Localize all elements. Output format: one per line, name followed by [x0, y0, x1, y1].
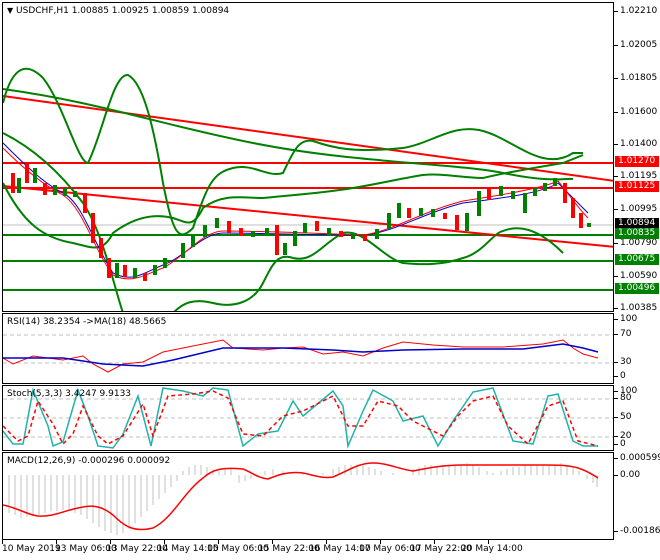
- level-label-1.00835: 1.00835: [615, 228, 659, 239]
- level-label-1.01270: 1.01270: [615, 156, 659, 167]
- level-label-1.00675: 1.00675: [615, 254, 659, 265]
- price-tick: 1.01400: [614, 138, 660, 150]
- rsi-title: RSI(14) 38.2354 ->MA(18) 48.5665: [7, 317, 167, 327]
- stochastic-panel[interactable]: Stoch(5,3,3) 3.4247 9.9133: [2, 385, 614, 451]
- level-label-1.00496: 1.00496: [615, 283, 659, 294]
- macd-canvas: [3, 462, 599, 535]
- price-tick: 1.02005: [614, 39, 660, 51]
- macd-histogram: [8, 463, 598, 535]
- trendline-lower: [3, 185, 613, 248]
- trendline-upper: [3, 95, 613, 182]
- macd-panel[interactable]: MACD(12,26,9) -0.000296 0.000092: [2, 452, 614, 540]
- stoch-canvas: [3, 387, 613, 449]
- candlesticks: [11, 163, 591, 281]
- price-tick: 1.00790: [614, 237, 660, 249]
- price-tick: 1.01195: [614, 170, 660, 182]
- rsi-panel[interactable]: RSI(14) 38.2354 ->MA(18) 48.5665: [2, 313, 614, 384]
- stoch-axis: 100 80 50 20 0: [614, 385, 660, 451]
- stoch-title: Stoch(5,3,3) 3.4247 9.9133: [7, 389, 132, 399]
- triangle-down-icon[interactable]: ▼: [7, 6, 14, 15]
- time-axis: 10 May 2019 13 May 06:00 13 May 22:00 14…: [2, 540, 614, 560]
- price-tick: 1.02210: [614, 5, 660, 17]
- rsi-axis: 100 70 30 0: [614, 313, 660, 384]
- price-chart-canvas: [3, 67, 613, 311]
- current-price-label: 1.00894: [615, 218, 659, 229]
- rsi-canvas: [3, 334, 613, 373]
- price-tick: 1.00385: [614, 302, 660, 314]
- macd-title: MACD(12,26,9) -0.000296 0.000092: [7, 456, 171, 466]
- price-tick: 1.00590: [614, 270, 660, 282]
- level-label-1.01125: 1.01125: [615, 181, 659, 192]
- price-chart-panel[interactable]: ▼ USDCHF,H1 1.00885 1.00925 1.00859 1.00…: [2, 2, 614, 312]
- price-axis: 1.02210 1.02005 1.01805 1.01600 1.01400 …: [614, 2, 660, 314]
- macd-axis: 0.000599 0.00 -0.001868: [614, 452, 660, 540]
- price-tick: 1.01805: [614, 72, 660, 84]
- price-tick: 1.01600: [614, 106, 660, 118]
- price-tick: 1.00995: [614, 203, 660, 215]
- chart-title: ▼ USDCHF,H1 1.00885 1.00925 1.00859 1.00…: [7, 6, 230, 16]
